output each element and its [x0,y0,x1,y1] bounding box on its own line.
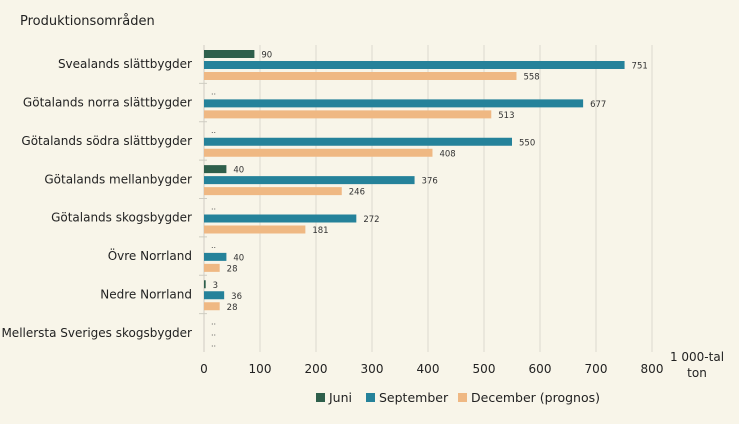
unit-line-2: ton [687,366,707,380]
data-label: 677 [590,100,606,110]
legend-item: December (prognos) [458,390,600,405]
data-label: 513 [498,111,514,121]
category-label: Götalands mellanbygder [44,172,192,186]
bar-december [204,302,220,311]
data-label: 272 [363,215,379,225]
data-label: 181 [312,226,328,236]
data-label: 3 [213,281,218,291]
bar-juni [204,165,227,174]
legend-item: Juni [316,390,352,405]
data-label: 40 [233,166,244,176]
x-tick-label: 0 [200,362,208,376]
missing-value-label: .. [211,126,216,135]
bar-december [204,225,306,234]
bar-september [204,61,625,69]
x-tick-label: 600 [529,362,552,376]
data-label: 376 [422,177,438,187]
bar-september [204,99,584,108]
missing-value-label: .. [211,318,216,327]
bar-juni [204,50,255,58]
missing-value-label: .. [211,203,216,212]
x-tick-label: 400 [417,362,440,376]
missing-value-label: .. [211,329,216,338]
legend-label: September [379,390,449,405]
data-label: 90 [261,51,272,61]
bar-september [204,252,227,261]
legend-item: September [366,390,448,405]
category-label: Mellersta Sveriges skogsbygder [1,326,192,340]
data-label: 408 [439,149,455,159]
chart-title: Produktionsområden [20,14,155,29]
bar-december [204,263,220,272]
category-label: Götalands norra slättbygder [23,96,192,110]
data-label: 28 [227,264,238,274]
category-label: Svealands slättbygder [58,57,192,71]
data-label: 751 [632,62,648,72]
bar-december [204,72,517,80]
bar-september [204,137,512,146]
missing-value-label: .. [211,340,216,349]
legend: Juni September December (prognos) [0,390,739,410]
bar-juni [204,280,206,289]
legend-label: Juni [329,390,353,405]
unit-line-1: 1 000-tal [669,350,725,364]
category-label: Övre Norrland [108,247,192,263]
x-axis-label: 1 000-tal ton [668,349,726,381]
data-label: 36 [231,292,242,302]
data-label: 246 [349,188,365,198]
bar-september [204,214,357,223]
legend-label: December (prognos) [471,390,601,405]
legend-swatch [458,393,467,402]
bar-september [204,291,225,300]
data-label: 558 [523,73,539,83]
category-label: Nedre Norrland [100,287,192,301]
x-tick-label: 700 [585,362,608,376]
legend-swatch [366,393,375,402]
bar-september [204,176,415,185]
category-label: Götalands skogsbygder [51,211,192,225]
data-label: 28 [227,303,238,313]
x-tick-label: 200 [305,362,328,376]
data-label: 550 [519,138,535,148]
bar-december [204,187,342,196]
x-tick-label: 100 [249,362,272,376]
bar-december [204,110,492,119]
category-label: Götalands södra slättbygder [21,134,192,148]
data-label: 40 [233,253,244,263]
bar-december [204,148,433,157]
missing-value-label: .. [211,87,216,96]
legend-swatch [316,393,325,402]
x-tick-label: 800 [641,362,664,376]
missing-value-label: .. [211,241,216,250]
x-tick-label: 300 [361,362,384,376]
x-tick-label: 500 [473,362,496,376]
